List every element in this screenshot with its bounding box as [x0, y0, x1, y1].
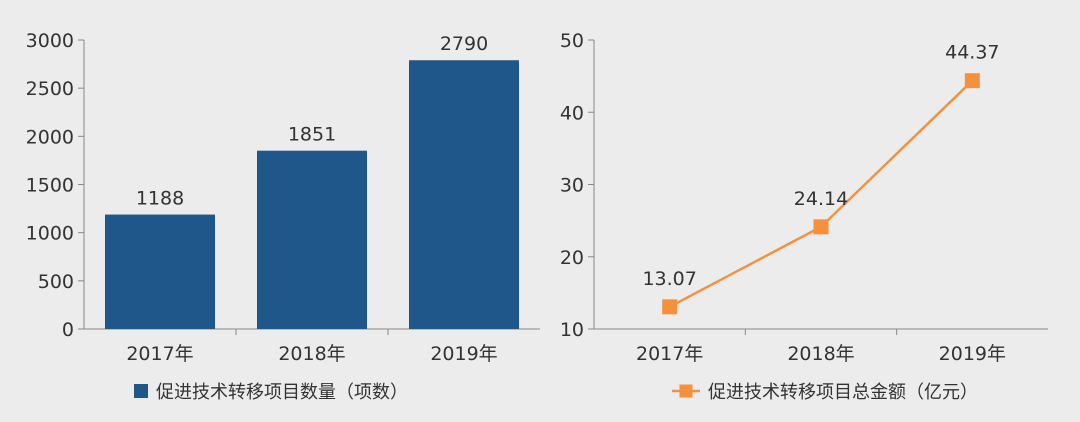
y-tick-label: 10 [560, 319, 584, 341]
y-tick-label: 500 [38, 271, 74, 293]
y-tick-label: 50 [560, 30, 584, 52]
data-point-marker [813, 219, 829, 235]
bar-data-label: 1851 [288, 124, 336, 146]
legend-label: 促进技术转移项目数量（项数） [156, 382, 408, 403]
bar-data-label: 1188 [136, 188, 184, 210]
data-point-marker [964, 73, 980, 89]
point-data-label: 24.14 [794, 188, 848, 210]
x-tick-label: 2018年 [787, 343, 854, 365]
point-data-label: 44.37 [945, 42, 999, 64]
y-tick-label: 1500 [26, 175, 74, 197]
line-chart: 10 20 30 40 50 13.07 2017年 24.14 2018年 44.37 2019年… [560, 30, 1048, 403]
bar [409, 60, 519, 329]
legend-marker [679, 384, 693, 398]
x-tick-label: 2019年 [430, 343, 497, 365]
legend: 促进技术转移项目总金额（亿元） [672, 382, 978, 403]
y-tick-label: 3000 [26, 30, 74, 52]
y-tick-label: 2500 [26, 78, 74, 100]
x-tick-label: 2017年 [636, 343, 703, 365]
bar-data-label: 2790 [440, 33, 488, 55]
y-tick-label: 40 [560, 102, 584, 124]
bar [257, 150, 367, 329]
legend-label: 促进技术转移项目总金额（亿元） [708, 382, 978, 403]
x-tick-label: 2017年 [126, 343, 193, 365]
y-tick-label: 1000 [26, 223, 74, 245]
x-tick-label: 2018年 [278, 343, 345, 365]
y-tick-label: 2000 [26, 126, 74, 148]
y-tick-label: 30 [560, 175, 584, 197]
bar-chart: 0 500 1000 1500 2000 2500 3000 1188 2017年 1851 201… [26, 30, 540, 403]
legend-swatch [134, 384, 148, 398]
y-tick-label: 20 [560, 247, 584, 269]
data-point-marker [662, 299, 678, 315]
legend: 促进技术转移项目数量（项数） [134, 382, 408, 403]
bar [105, 214, 215, 329]
x-tick-label: 2019年 [939, 343, 1006, 365]
y-tick-label: 0 [62, 319, 74, 341]
point-data-label: 13.07 [642, 268, 696, 290]
